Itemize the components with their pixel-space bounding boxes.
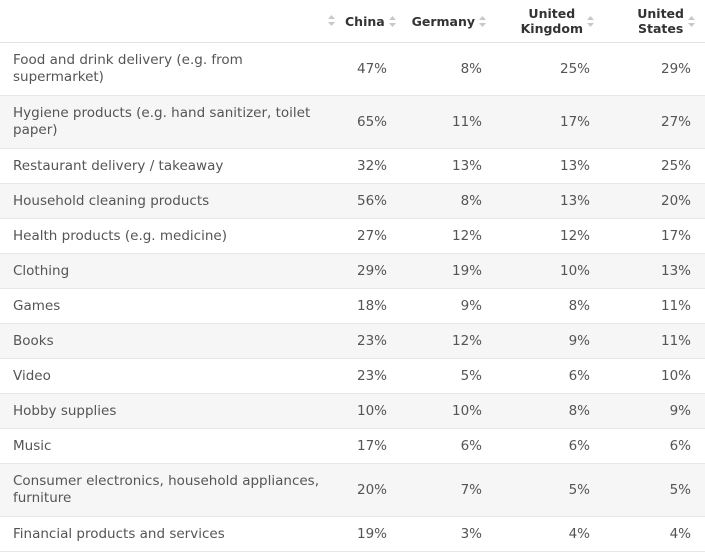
value-cell: 10% [496,253,604,289]
row-category-cell: Restaurant delivery / takeaway [0,148,345,184]
value-cell: 10% [604,358,705,394]
table-row: Financial products and services 19% 3% 4% 4% [0,516,705,552]
value-cell: 6% [401,428,496,464]
table-row: Clothing 29% 19% 10% 13% [0,253,705,289]
row-category-cell: Financial products and services [0,516,345,552]
value-cell: 8% [401,183,496,219]
value-cell: 18% [345,288,401,324]
value-cell: 65% [345,95,401,149]
row-category-cell: Food and drink delivery (e.g. from super… [0,42,345,96]
column-header-label: Germany [411,13,475,29]
row-category-cell: Hobby supplies [0,393,345,429]
value-cell: 7% [401,463,496,517]
value-cell: 19% [401,253,496,289]
table-row: Games 18% 9% 8% 11% [0,288,705,324]
value-cell: 5% [604,463,705,517]
sort-arrows-icon[interactable] [388,15,396,27]
table-row: Books 23% 12% 9% 11% [0,323,705,359]
sort-arrows-icon[interactable] [587,15,594,27]
value-cell: 4% [496,516,604,552]
table-row: Household cleaning products 56% 8% 13% 20% [0,183,705,219]
value-cell: 6% [496,428,604,464]
table-row: Restaurant delivery / takeaway 32% 13% 13% 2… [0,148,705,184]
value-cell: 12% [401,323,496,359]
value-cell: 20% [345,463,401,517]
value-cell: 3% [401,516,496,552]
value-cell: 13% [496,148,604,184]
column-header-label-line-2: States [637,21,684,36]
column-header-united-states[interactable]: United States [604,0,705,43]
value-cell: 32% [345,148,401,184]
column-header-label-line-1: United [637,6,684,21]
value-cell: 11% [401,95,496,149]
sort-arrows-icon[interactable] [328,14,335,26]
row-category-cell: Games [0,288,345,324]
value-cell: 11% [604,288,705,324]
row-category-cell: Health products (e.g. medicine) [0,218,345,254]
value-cell: 29% [345,253,401,289]
value-cell: 9% [604,393,705,429]
value-cell: 17% [496,95,604,149]
value-cell: 6% [604,428,705,464]
table-row: Music 17% 6% 6% 6% [0,428,705,464]
value-cell: 19% [345,516,401,552]
table-row: Video 23% 5% 6% 10% [0,358,705,394]
value-cell: 13% [604,253,705,289]
value-cell: 27% [345,218,401,254]
value-cell: 29% [604,42,705,96]
value-cell: 5% [496,463,604,517]
value-cell: 9% [401,288,496,324]
value-cell: 20% [604,183,705,219]
table-row: Health products (e.g. medicine) 27% 12% 12%… [0,218,705,254]
value-cell: 13% [401,148,496,184]
value-cell: 25% [604,148,705,184]
value-cell: 9% [496,323,604,359]
value-cell: 27% [604,95,705,149]
value-cell: 13% [496,183,604,219]
column-header-category[interactable] [0,0,345,43]
table-row: Consumer electronics, household applianc… [0,463,705,517]
value-cell: 5% [401,358,496,394]
value-cell: 23% [345,323,401,359]
value-cell: 6% [496,358,604,394]
column-header-united-kingdom[interactable]: United Kingdom [496,0,604,43]
table-row: Hobby supplies 10% 10% 8% 9% [0,393,705,429]
value-cell: 8% [496,393,604,429]
value-cell: 8% [401,42,496,96]
column-header-label: China [345,13,385,29]
value-cell: 17% [604,218,705,254]
value-cell: 25% [496,42,604,96]
table-row: Hygiene products (e.g. hand sanitizer, t… [0,95,705,149]
row-category-cell: Clothing [0,253,345,289]
column-header-label-line-2: Kingdom [520,21,583,36]
row-category-cell: Consumer electronics, household applianc… [0,463,345,517]
row-category-cell: Books [0,323,345,359]
value-cell: 56% [345,183,401,219]
row-category-cell: Video [0,358,345,394]
row-category-cell: Music [0,428,345,464]
table-row: Food and drink delivery (e.g. from super… [0,42,705,96]
value-cell: 10% [401,393,496,429]
sort-arrows-icon[interactable] [688,15,695,27]
value-cell: 4% [604,516,705,552]
row-category-cell: Household cleaning products [0,183,345,219]
value-cell: 23% [345,358,401,394]
table-body: Food and drink delivery (e.g. from super… [0,42,705,552]
value-cell: 11% [604,323,705,359]
row-category-cell: Hygiene products (e.g. hand sanitizer, t… [0,95,345,149]
column-header-germany[interactable]: Germany [401,0,496,43]
value-cell: 17% [345,428,401,464]
header-row: China Germany United Kingdom United Stat… [0,0,705,43]
value-cell: 12% [401,218,496,254]
value-cell: 10% [345,393,401,429]
column-header-label-line-1: United [528,6,576,21]
value-cell: 8% [496,288,604,324]
value-cell: 12% [496,218,604,254]
sort-arrows-icon[interactable] [479,15,486,27]
column-header-china[interactable]: China [345,0,401,43]
value-cell: 47% [345,42,401,96]
